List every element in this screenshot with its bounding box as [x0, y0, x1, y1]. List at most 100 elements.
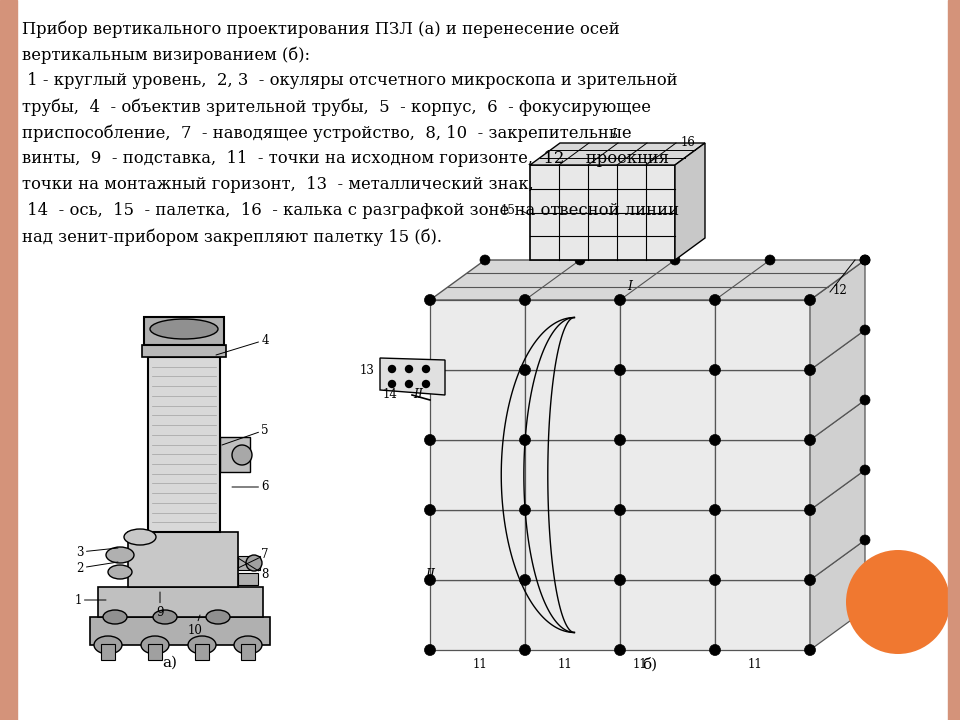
Circle shape	[614, 294, 626, 305]
Polygon shape	[810, 260, 865, 370]
Circle shape	[709, 434, 721, 446]
Circle shape	[670, 255, 680, 265]
Circle shape	[860, 325, 870, 335]
Text: точки на монтажный горизонт,  13  - металлический знак,: точки на монтажный горизонт, 13 - металл…	[22, 176, 534, 193]
Bar	[715, 370, 810, 440]
Circle shape	[519, 575, 531, 585]
Circle shape	[519, 644, 531, 655]
Text: приспособление,  7  - наводящее устройство,  8, 10  - закрепительные: приспособление, 7 - наводящее устройство…	[22, 124, 632, 142]
Text: 15: 15	[500, 204, 516, 217]
Circle shape	[846, 550, 950, 654]
Text: II: II	[425, 569, 435, 582]
Text: 11: 11	[633, 659, 647, 672]
Circle shape	[389, 380, 396, 387]
Ellipse shape	[103, 610, 127, 624]
Text: б): б)	[642, 657, 658, 672]
Circle shape	[389, 366, 396, 372]
Text: 16: 16	[681, 137, 695, 150]
Bar	[530, 165, 675, 260]
Polygon shape	[430, 260, 865, 300]
Text: 7: 7	[238, 549, 269, 568]
Circle shape	[405, 366, 413, 372]
Polygon shape	[530, 143, 705, 165]
Bar	[430, 440, 525, 510]
Bar	[90, 617, 270, 645]
Circle shape	[614, 364, 626, 376]
Text: 1 - круглый уровень,  2, 3  - окуляры отсчетного микроскопа и зрительной: 1 - круглый уровень, 2, 3 - окуляры отсч…	[22, 72, 678, 89]
Bar	[948, 0, 960, 720]
Ellipse shape	[153, 610, 177, 624]
Text: 8: 8	[238, 558, 269, 582]
Bar	[430, 300, 525, 370]
Circle shape	[614, 575, 626, 585]
Circle shape	[860, 395, 870, 405]
Polygon shape	[675, 143, 705, 260]
Bar	[525, 440, 620, 510]
Polygon shape	[810, 400, 865, 510]
Text: 10: 10	[187, 615, 203, 636]
Circle shape	[804, 505, 815, 516]
Circle shape	[860, 535, 870, 545]
Bar	[430, 370, 525, 440]
Text: 6: 6	[232, 480, 269, 493]
Circle shape	[424, 644, 436, 655]
Bar	[238, 573, 258, 585]
Text: Прибор вертикального проектирования ПЗЛ (а) и перенесение осей: Прибор вертикального проектирования ПЗЛ …	[22, 20, 620, 37]
Circle shape	[804, 575, 815, 585]
Circle shape	[405, 380, 413, 387]
Polygon shape	[810, 470, 865, 580]
Circle shape	[709, 644, 721, 655]
Circle shape	[614, 434, 626, 446]
Circle shape	[422, 366, 429, 372]
Circle shape	[424, 434, 436, 446]
Circle shape	[424, 575, 436, 585]
Ellipse shape	[150, 319, 218, 339]
Bar	[620, 300, 715, 370]
Circle shape	[804, 294, 815, 305]
Bar	[715, 440, 810, 510]
Polygon shape	[380, 358, 445, 395]
Bar	[525, 510, 620, 580]
Circle shape	[424, 364, 436, 376]
Circle shape	[860, 605, 870, 615]
Circle shape	[519, 434, 531, 446]
Bar	[715, 300, 810, 370]
Bar	[195, 644, 209, 660]
Text: 3: 3	[76, 546, 118, 559]
Ellipse shape	[124, 529, 156, 545]
Ellipse shape	[94, 636, 122, 654]
Bar	[220, 437, 250, 472]
Text: I: I	[628, 281, 633, 294]
Bar	[238, 556, 260, 570]
Circle shape	[424, 505, 436, 516]
Bar	[144, 317, 224, 345]
Text: 14: 14	[383, 389, 397, 402]
Polygon shape	[810, 540, 865, 650]
Ellipse shape	[232, 445, 252, 465]
Text: 11: 11	[558, 659, 572, 672]
Bar	[430, 580, 525, 650]
Circle shape	[709, 294, 721, 305]
Text: трубы,  4  - объектив зрительной трубы,  5  - корпус,  6  - фокусирующее: трубы, 4 - объектив зрительной трубы, 5 …	[22, 98, 651, 115]
Text: I: I	[612, 127, 616, 140]
Text: II: II	[413, 389, 423, 402]
Text: 13: 13	[360, 364, 374, 377]
Circle shape	[614, 644, 626, 655]
Text: а): а)	[162, 656, 178, 670]
Circle shape	[860, 255, 870, 265]
Bar	[715, 580, 810, 650]
Circle shape	[804, 434, 815, 446]
Text: над зенит-прибором закрепляют палетку 15 (б).: над зенит-прибором закрепляют палетку 15…	[22, 228, 442, 246]
Bar	[525, 370, 620, 440]
Bar	[241, 644, 255, 660]
Text: 4: 4	[216, 333, 269, 355]
Text: 12: 12	[832, 284, 848, 297]
Circle shape	[709, 364, 721, 376]
Bar	[142, 345, 226, 357]
Text: вертикальным визированием (б):: вертикальным визированием (б):	[22, 46, 310, 63]
Circle shape	[519, 364, 531, 376]
Text: 2: 2	[76, 562, 118, 575]
Bar	[620, 510, 715, 580]
Bar	[0, 0, 17, 720]
Circle shape	[519, 505, 531, 516]
